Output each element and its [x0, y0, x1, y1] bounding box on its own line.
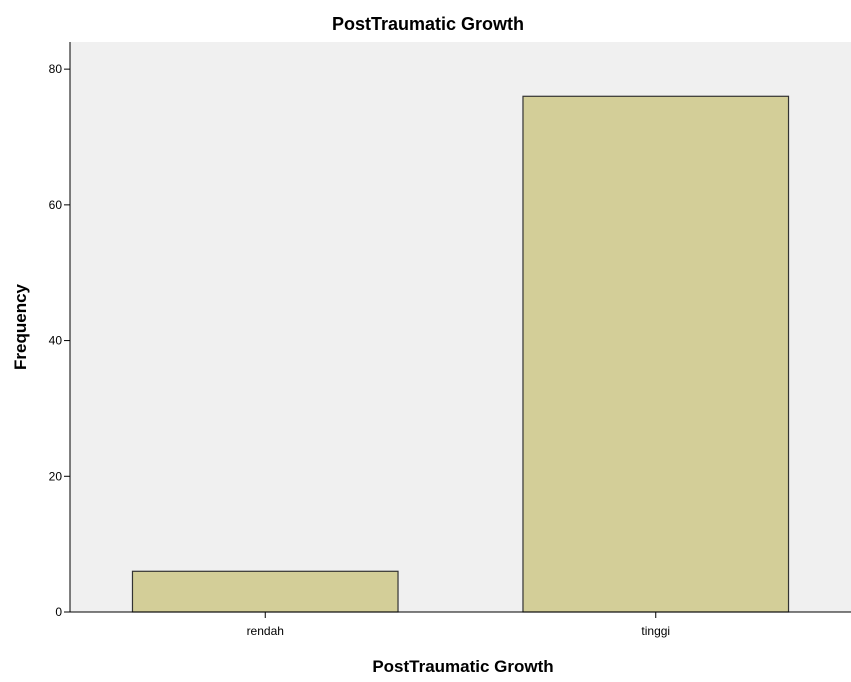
- x-tick-label-rendah: rendah: [247, 624, 284, 638]
- x-axis-label: PostTraumatic Growth: [372, 657, 553, 676]
- y-tick-label: 40: [49, 334, 63, 348]
- bar-rendah: [131, 570, 399, 613]
- chart-title: PostTraumatic Growth: [332, 14, 524, 34]
- y-axis-label: Frequency: [11, 283, 30, 370]
- bar-tinggi: [522, 95, 790, 613]
- y-axis: 0 20 40 60 80: [49, 42, 71, 619]
- bars: [131, 95, 790, 613]
- x-axis: rendah tinggi: [70, 611, 851, 638]
- y-tick-label: 0: [55, 605, 62, 619]
- x-tick-label-tinggi: tinggi: [641, 624, 670, 638]
- y-tick-label: 80: [49, 62, 63, 76]
- y-tick-label: 60: [49, 198, 63, 212]
- y-tick-label: 20: [49, 469, 63, 483]
